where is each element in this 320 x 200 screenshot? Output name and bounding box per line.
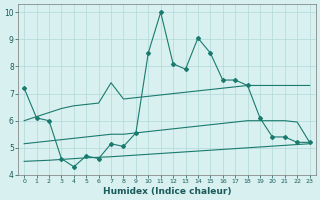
X-axis label: Humidex (Indice chaleur): Humidex (Indice chaleur) bbox=[103, 187, 231, 196]
